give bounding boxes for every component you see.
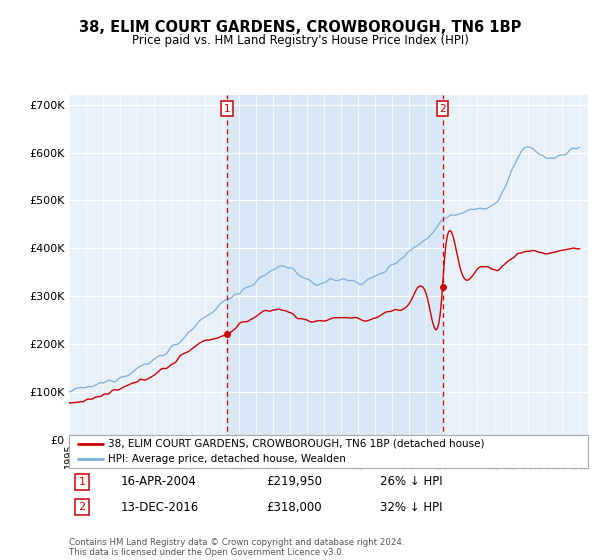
Text: 2: 2 bbox=[439, 104, 446, 114]
Text: 38, ELIM COURT GARDENS, CROWBOROUGH, TN6 1BP: 38, ELIM COURT GARDENS, CROWBOROUGH, TN6… bbox=[79, 20, 521, 35]
Text: 1: 1 bbox=[79, 477, 85, 487]
Text: Contains HM Land Registry data © Crown copyright and database right 2024.
This d: Contains HM Land Registry data © Crown c… bbox=[69, 538, 404, 557]
Text: 26% ↓ HPI: 26% ↓ HPI bbox=[380, 475, 443, 488]
Bar bbox=[227, 95, 443, 440]
Text: £219,950: £219,950 bbox=[266, 475, 322, 488]
Text: 32% ↓ HPI: 32% ↓ HPI bbox=[380, 501, 443, 514]
Text: 16-APR-2004: 16-APR-2004 bbox=[121, 475, 197, 488]
Text: Price paid vs. HM Land Registry's House Price Index (HPI): Price paid vs. HM Land Registry's House … bbox=[131, 34, 469, 46]
Text: 2: 2 bbox=[79, 502, 86, 512]
Text: 38, ELIM COURT GARDENS, CROWBOROUGH, TN6 1BP (detached house): 38, ELIM COURT GARDENS, CROWBOROUGH, TN6… bbox=[108, 439, 484, 449]
Text: HPI: Average price, detached house, Wealden: HPI: Average price, detached house, Weal… bbox=[108, 455, 346, 464]
Text: 1: 1 bbox=[224, 104, 230, 114]
Text: 13-DEC-2016: 13-DEC-2016 bbox=[121, 501, 199, 514]
Text: £318,000: £318,000 bbox=[266, 501, 322, 514]
